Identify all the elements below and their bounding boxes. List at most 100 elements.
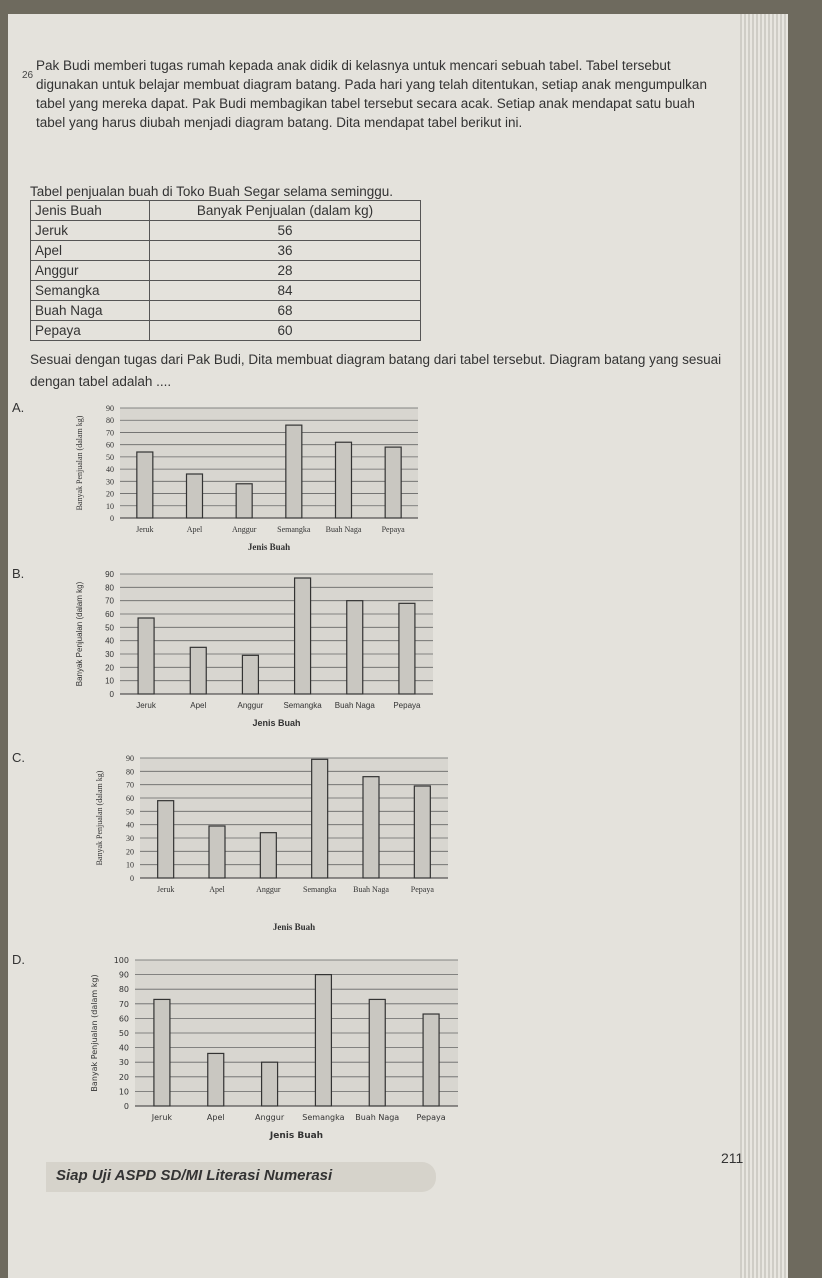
- y-tick-label: 60: [105, 610, 114, 619]
- bar: [346, 600, 364, 695]
- x-tick-label: Pepaya: [382, 525, 406, 534]
- y-tick-label: 80: [119, 985, 129, 994]
- table-cell: 60: [149, 320, 421, 341]
- y-tick-label: 80: [105, 583, 114, 592]
- x-tick-label: Semangka: [303, 885, 337, 894]
- page-number: 211: [721, 1150, 744, 1166]
- y-tick-label: 30: [106, 477, 114, 486]
- y-tick-label: 10: [105, 677, 114, 686]
- y-tick-label: 80: [126, 767, 134, 776]
- bar: [293, 577, 312, 695]
- page-edges: [740, 14, 788, 1278]
- table-row: Buah Naga 68: [30, 300, 421, 321]
- bar: [334, 441, 353, 519]
- y-tick-label: 70: [119, 1000, 129, 1009]
- x-tick-label: Anggur: [256, 885, 281, 894]
- x-tick-label: Semangka: [277, 525, 311, 534]
- y-tick-label: 90: [119, 971, 129, 980]
- bar: [259, 832, 277, 879]
- table-header-row: Jenis Buah Banyak Penjualan (dalam kg): [30, 200, 421, 221]
- bar: [398, 602, 416, 695]
- table-cell: Jeruk: [30, 220, 150, 241]
- table-row: Pepaya 60: [30, 320, 421, 341]
- y-tick-label: 60: [119, 1014, 129, 1023]
- x-tick-label: Anggur: [255, 1113, 285, 1122]
- x-tick-label: Apel: [209, 885, 225, 894]
- x-tick-label: Semangka: [302, 1113, 344, 1122]
- bar: [136, 451, 154, 519]
- y-tick-label: 50: [126, 807, 134, 816]
- x-tick-label: Pepaya: [393, 701, 421, 710]
- x-tick-label: Anggur: [238, 701, 264, 710]
- option-label: D.: [12, 952, 25, 967]
- book-page: 26 Pak Budi memberi tugas rumah kepada a…: [8, 14, 788, 1278]
- x-axis-title: Jenis Buah: [248, 542, 290, 552]
- y-tick-label: 10: [106, 502, 114, 511]
- bar: [208, 825, 226, 879]
- table-cell: 36: [149, 240, 421, 261]
- x-tick-label: Jeruk: [157, 885, 174, 894]
- table-cell: 28: [149, 260, 421, 281]
- table-row: Apel 36: [30, 240, 421, 261]
- bar: [362, 776, 380, 879]
- x-tick-label: Apel: [187, 525, 203, 534]
- y-tick-label: 50: [119, 1029, 129, 1038]
- x-tick-label: Jeruk: [136, 701, 157, 710]
- y-tick-label: 70: [126, 781, 134, 790]
- y-tick-label: 20: [106, 490, 114, 499]
- x-axis-title: Jenis Buah: [252, 718, 300, 728]
- bar: [314, 974, 333, 1107]
- table-row: Semangka 84: [30, 280, 421, 301]
- y-tick-label: 40: [119, 1044, 129, 1053]
- y-tick-label: 60: [126, 794, 134, 803]
- y-axis-title: Banyak Penjualan (dalam kg): [95, 770, 104, 865]
- plot-area: [140, 758, 448, 878]
- y-tick-label: 70: [105, 597, 114, 606]
- bar-chart: 0 10 20 30 40 50 60 70 80 90 100 Banyak Penjualan (…: [90, 956, 458, 1141]
- y-tick-label: 0: [130, 874, 134, 883]
- x-axis-title: Jenis Buah: [273, 922, 315, 932]
- bar: [189, 646, 207, 695]
- bar: [422, 1013, 440, 1107]
- x-tick-label: Anggur: [232, 525, 257, 534]
- y-tick-label: 60: [106, 441, 114, 450]
- x-axis-title: Jenis Buah: [269, 1131, 323, 1141]
- bar: [241, 654, 260, 695]
- y-tick-label: 50: [106, 453, 114, 462]
- y-tick-label: 0: [110, 514, 114, 523]
- y-tick-label: 100: [114, 956, 129, 965]
- book-title: Siap Uji ASPD SD/MI Literasi Numerasi: [56, 1167, 333, 1184]
- plot-area: [120, 408, 418, 518]
- y-tick-label: 90: [105, 570, 114, 579]
- y-tick-label: 0: [110, 690, 115, 699]
- x-tick-label: Jeruk: [136, 525, 153, 534]
- header-cell: Banyak Penjualan (dalam kg): [149, 200, 421, 221]
- bar: [311, 758, 329, 879]
- bar-chart: 0 10 20 30 40 50 60 70 80 90 Banyak Penjualan (dal…: [95, 754, 448, 932]
- question-text: Pak Budi memberi tugas rumah kepada anak…: [36, 58, 707, 130]
- bar: [260, 1061, 279, 1107]
- y-tick-label: 90: [126, 754, 134, 763]
- bar: [137, 617, 155, 695]
- x-tick-label: Jeruk: [151, 1113, 173, 1122]
- x-tick-label: Apel: [207, 1113, 225, 1122]
- option-label: C.: [12, 750, 25, 765]
- sales-table: Jenis Buah Banyak Penjualan (dalam kg) Jer…: [30, 200, 421, 341]
- table-cell: 84: [149, 280, 421, 301]
- bar: [235, 483, 253, 519]
- y-tick-label: 70: [106, 428, 114, 437]
- table-row: Jeruk 56: [30, 220, 421, 241]
- y-axis-title: Banyak Penjualan (dalam kg): [75, 581, 84, 686]
- x-tick-label: Pepaya: [417, 1113, 446, 1122]
- y-axis-title: Banyak Penjualan (dalam kg): [75, 415, 84, 510]
- bar: [185, 473, 204, 519]
- y-tick-label: 20: [105, 663, 114, 672]
- bar: [384, 446, 402, 519]
- x-tick-label: Apel: [190, 701, 206, 710]
- option-label: A.: [12, 400, 25, 415]
- option-label: B.: [12, 566, 25, 581]
- table-cell: Pepaya: [30, 320, 150, 341]
- bar: [157, 800, 175, 879]
- bar: [207, 1052, 225, 1107]
- bar: [413, 785, 431, 879]
